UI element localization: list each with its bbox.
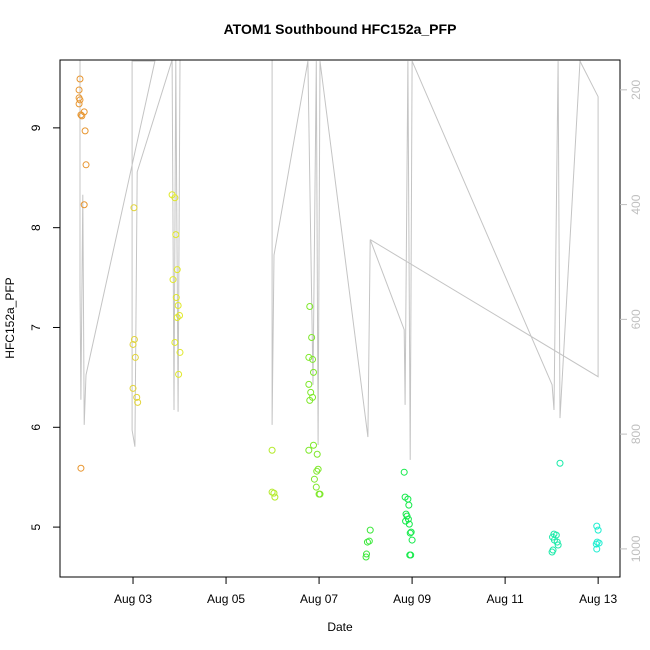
data-point <box>407 528 415 536</box>
data-point <box>77 464 85 472</box>
data-point <box>594 526 602 534</box>
data-point <box>171 338 179 346</box>
data-point <box>316 490 324 498</box>
data-point <box>270 489 278 497</box>
data-point <box>129 384 137 392</box>
data-point <box>172 294 180 302</box>
data-point <box>78 112 86 120</box>
data-point <box>175 370 183 378</box>
data-point <box>593 545 601 553</box>
data-point <box>305 353 313 361</box>
data-point <box>556 459 564 467</box>
data-point <box>82 161 90 169</box>
data-point <box>271 493 279 501</box>
data-point <box>172 231 180 239</box>
data-point <box>176 348 184 356</box>
data-point <box>131 353 139 361</box>
x-tick-label: Aug 03 <box>114 592 152 606</box>
plot-area <box>75 60 603 561</box>
data-point <box>363 538 371 546</box>
data-point <box>76 96 84 104</box>
y-axis-label: HFC152a_PFP <box>3 277 17 358</box>
data-point <box>75 100 83 108</box>
x-tick-label: Aug 11 <box>487 592 524 606</box>
data-point <box>310 475 318 483</box>
y-tick-label: 7 <box>29 324 43 331</box>
y-tick-label: 6 <box>29 424 43 431</box>
x-tick-label: Aug 07 <box>300 592 338 606</box>
data-point <box>306 303 314 311</box>
data-point <box>405 501 413 509</box>
data-point <box>130 335 138 343</box>
data-point <box>400 468 408 476</box>
data-point <box>592 540 600 548</box>
y-tick-label: 5 <box>29 523 43 530</box>
x-tick-label: Aug 05 <box>207 592 245 606</box>
data-point <box>309 441 317 449</box>
data-point <box>268 446 276 454</box>
data-point <box>313 450 321 458</box>
plot-frame <box>59 59 621 578</box>
data-point <box>593 522 601 530</box>
y2-tick-label: 600 <box>629 309 643 329</box>
y2-tick-label: 200 <box>629 80 643 100</box>
x-tick-label: Aug 13 <box>579 592 617 606</box>
data-point <box>314 465 322 473</box>
data-point <box>81 127 89 135</box>
y2-tick-label: 1000 <box>629 535 643 562</box>
data-point <box>406 529 414 537</box>
y2-tick-label: 400 <box>629 194 643 214</box>
data-point <box>80 108 88 116</box>
data-point <box>363 550 371 558</box>
data-point <box>308 333 316 341</box>
data-point <box>554 541 562 549</box>
pressure-line <box>79 60 599 460</box>
data-point <box>80 201 88 209</box>
data-point <box>305 446 313 454</box>
x-tick-label: Aug 09 <box>393 592 431 606</box>
data-point <box>133 393 141 401</box>
chart-title: ATOM1 Southbound HFC152a_PFP <box>224 21 457 37</box>
data-point <box>405 520 413 528</box>
data-point <box>548 548 556 556</box>
data-point <box>313 467 321 475</box>
data-point <box>305 380 313 388</box>
data-point <box>173 266 181 274</box>
data-point <box>129 340 137 348</box>
data-point <box>173 314 181 322</box>
data-point <box>553 538 561 546</box>
data-point <box>75 86 83 94</box>
data-point <box>76 75 84 83</box>
data-point <box>174 302 182 310</box>
data-point <box>312 483 320 491</box>
data-point <box>176 312 184 320</box>
y-tick-label: 8 <box>29 224 43 231</box>
data-point <box>171 194 179 202</box>
data-point <box>169 276 177 284</box>
data-point <box>366 526 374 534</box>
data-point <box>362 553 370 561</box>
data-point <box>134 398 142 406</box>
data-point <box>407 551 415 559</box>
data-point <box>309 368 317 376</box>
data-point <box>408 536 416 544</box>
data-point <box>309 355 317 363</box>
y2-tick-label: 800 <box>629 424 643 444</box>
y-tick-label: 9 <box>29 124 43 131</box>
x-axis-label: Date <box>327 620 353 634</box>
data-point <box>306 396 314 404</box>
data-point <box>130 204 138 212</box>
